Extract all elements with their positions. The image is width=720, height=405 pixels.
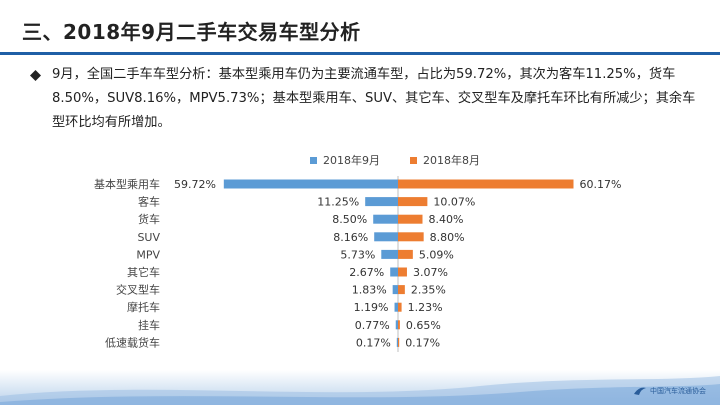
bar-aug — [398, 267, 407, 277]
bar-aug — [398, 232, 424, 242]
value-label-sep: 1.83% — [352, 284, 387, 297]
footer-logo-text: 中国汽车流通协会 — [650, 387, 706, 395]
category-label: 客车 — [138, 195, 160, 209]
bar-sep — [392, 285, 398, 295]
value-label-sep: 11.25% — [317, 196, 359, 209]
category-label: 基本型乘用车 — [94, 177, 160, 191]
category-label: 交叉型车 — [116, 283, 160, 297]
value-label-aug: 3.07% — [413, 266, 448, 279]
legend-label-sep: 2018年9月 — [323, 154, 380, 167]
value-label-aug: 8.40% — [429, 213, 464, 226]
category-label: 货车 — [138, 212, 160, 226]
summary-paragraph: 9月，全国二手车车型分析：基本型乘用车仍为主要流通车型，占比为59.72%，其次… — [52, 67, 696, 130]
value-label-sep: 0.77% — [355, 319, 390, 332]
value-label-aug: 0.65% — [406, 319, 441, 332]
category-label: SUV — [137, 231, 160, 244]
bar-sep — [374, 232, 398, 242]
bar-aug — [398, 302, 402, 312]
page-title: 三、2018年9月二手车交易车型分析 — [22, 20, 361, 44]
category-label: 其它车 — [127, 265, 160, 279]
bar-aug — [398, 179, 574, 189]
bar-sep — [395, 320, 398, 330]
title-divider — [0, 52, 720, 55]
bar-sep — [365, 197, 398, 207]
chart-legend: 2018年9月 2018年8月 — [0, 152, 720, 168]
category-label: 挂车 — [138, 318, 160, 332]
value-label-aug: 5.09% — [419, 248, 454, 261]
vehicle-type-chart: 基本型乘用车 59.72% 60.17% 客车 11.25% 10.07% 货车 8.50% 8… — [94, 176, 621, 352]
category-label: MPV — [136, 248, 160, 261]
bar-sep — [394, 302, 398, 312]
value-label-sep: 59.72% — [174, 178, 216, 191]
value-label-sep: 8.16% — [333, 231, 368, 244]
value-label-sep: 0.17% — [356, 336, 391, 349]
legend-swatch-sep — [310, 156, 317, 164]
bar-aug — [398, 320, 400, 330]
bar-aug — [398, 214, 423, 224]
legend-swatch-aug — [410, 156, 417, 164]
value-label-aug: 1.23% — [408, 301, 443, 314]
bar-aug — [398, 249, 413, 259]
value-label-aug: 0.17% — [405, 336, 440, 349]
category-label: 低速载货车 — [105, 335, 160, 349]
bar-sep — [373, 214, 398, 224]
diamond-bullet-icon — [30, 70, 41, 81]
footer-wave-decoration — [0, 376, 720, 405]
value-label-sep: 1.19% — [354, 301, 389, 314]
bar-aug — [398, 285, 405, 295]
legend-item-sep: 2018年9月 — [310, 152, 380, 168]
legend-item-aug: 2018年8月 — [410, 152, 480, 168]
bar-sep — [390, 267, 398, 277]
association-logo-icon — [634, 387, 646, 395]
bar-sep — [223, 179, 398, 189]
value-label-sep: 2.67% — [349, 266, 384, 279]
value-label-sep: 8.50% — [332, 213, 367, 226]
bar-aug — [398, 337, 400, 347]
category-label: 摩托车 — [127, 300, 160, 314]
value-label-aug: 10.07% — [433, 196, 475, 209]
bar-aug — [398, 197, 428, 207]
value-label-sep: 5.73% — [340, 248, 375, 261]
value-label-aug: 2.35% — [411, 284, 446, 297]
value-label-aug: 60.17% — [579, 178, 621, 191]
value-label-aug: 8.80% — [430, 231, 465, 244]
legend-label-aug: 2018年8月 — [423, 154, 480, 167]
bar-sep — [396, 337, 398, 347]
bar-sep — [381, 249, 398, 259]
footer-logo: 中国汽车流通协会 — [633, 386, 706, 396]
